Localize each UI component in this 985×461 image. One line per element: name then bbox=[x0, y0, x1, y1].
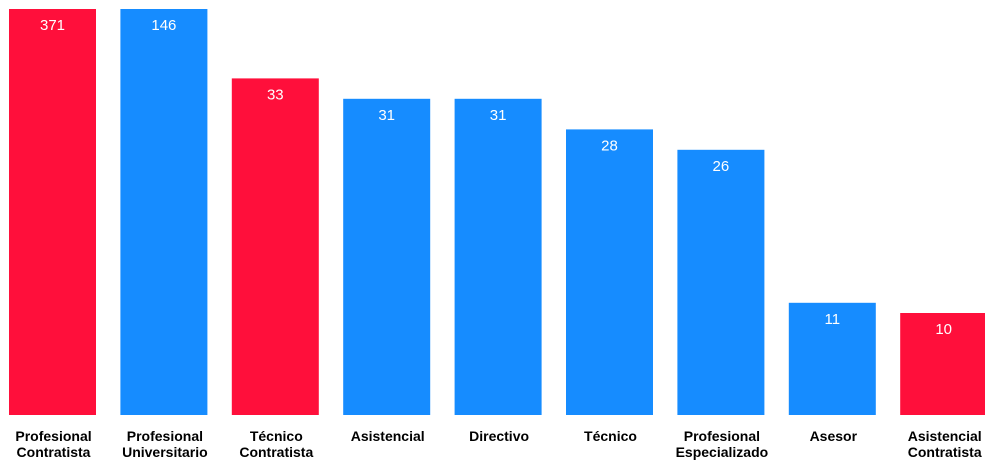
category-label-8: Asesor bbox=[810, 428, 858, 444]
bar-value-label-5: 31 bbox=[490, 107, 507, 124]
category-label-line: Contratista bbox=[908, 444, 982, 460]
category-label-9: Asistencial Contratista bbox=[908, 428, 982, 460]
bar-value-label-6: 28 bbox=[601, 137, 618, 154]
category-label-6: Técnico bbox=[584, 428, 637, 444]
category-label-line: Profesional bbox=[127, 428, 203, 444]
bar-4 bbox=[343, 98, 431, 416]
category-label-4: Asistencial bbox=[351, 428, 425, 444]
category-label-line: Universitario bbox=[122, 444, 208, 460]
bar-1 bbox=[9, 9, 96, 415]
category-label-line: Asesor bbox=[810, 428, 858, 444]
category-label-line: Técnico bbox=[250, 428, 303, 444]
bar-3 bbox=[231, 78, 319, 416]
category-label-line: Profesional bbox=[15, 428, 91, 444]
category-label-7: Profesional Especializado bbox=[676, 428, 769, 460]
bar-value-label-3: 33 bbox=[267, 86, 284, 103]
category-label-line: Contratista bbox=[239, 444, 313, 460]
category-label-1: Profesional Contratista bbox=[15, 428, 91, 460]
bar-7 bbox=[677, 149, 765, 416]
bar-value-label-4: 31 bbox=[378, 107, 395, 124]
bar-5 bbox=[454, 98, 542, 416]
bar-value-label-7: 26 bbox=[713, 158, 730, 175]
category-label-2: Profesional Universitario bbox=[122, 428, 208, 460]
bar-9 bbox=[900, 313, 985, 415]
bar-value-label-2: 146 bbox=[151, 17, 176, 34]
category-label-line: Contratista bbox=[17, 444, 91, 460]
bar-value-label-9: 10 bbox=[935, 321, 952, 338]
bar-6 bbox=[566, 129, 653, 415]
bar-2 bbox=[120, 9, 208, 415]
category-label-line: Asistencial bbox=[351, 428, 425, 444]
category-label-line: Profesional bbox=[684, 428, 760, 444]
category-label-5: Directivo bbox=[469, 428, 529, 444]
category-label-3: Técnico Contratista bbox=[239, 428, 313, 460]
category-label-line: Técnico bbox=[584, 428, 637, 444]
category-label-line: Directivo bbox=[469, 428, 529, 444]
category-label-line: Asistencial bbox=[908, 428, 982, 444]
bar-8 bbox=[788, 302, 876, 415]
category-label-line: Especializado bbox=[676, 444, 769, 460]
bar-value-label-1: 371 bbox=[40, 17, 65, 34]
bar-value-label-8: 11 bbox=[825, 311, 841, 328]
